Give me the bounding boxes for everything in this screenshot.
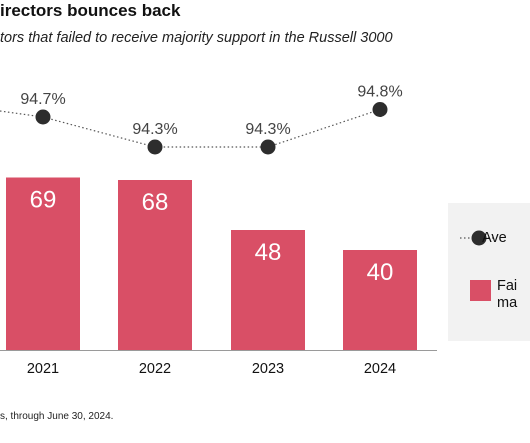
legend-label-bar-series-line2: ma [497,295,518,311]
line-point-2023 [260,139,276,155]
line-value-label-2024: 94.8% [357,84,402,101]
line-value-label-2023: 94.3% [245,121,290,138]
footnote: s, through June 30, 2024. [0,411,114,422]
bar-value-label-2023: 48 [255,239,282,266]
chart-subtitle: tors that failed to receive majority sup… [0,30,393,46]
legend-bar-swatch [470,280,491,301]
bar-2021 [6,177,80,350]
line-point-2021 [35,109,51,125]
bar-value-label-2022: 68 [142,189,169,216]
x-tick-label-2021: 2021 [27,361,59,377]
line-series-path [0,108,381,148]
line-point-2024 [372,102,388,117]
bar-2023 [231,230,305,350]
line-point-2022 [147,139,163,155]
bar-2022 [118,180,192,350]
legend-point-marker [471,230,487,246]
bar-value-label-2021: 69 [30,187,57,214]
bar-2024 [343,250,417,350]
legend-label-line-series: Ave [482,230,507,246]
x-tick-label-2024: 2024 [364,361,396,377]
legend [448,203,530,341]
chart-title: irectors bounces back [0,1,181,20]
x-tick-label-2022: 2022 [139,361,171,377]
bar-value-label-2024: 40 [367,259,394,286]
x-tick-label-2023: 2023 [252,361,284,377]
legend-label-bar-series-line1: Fai [497,278,518,294]
line-value-label-2021: 94.7% [20,91,65,108]
line-value-label-2022: 94.3% [132,121,177,138]
